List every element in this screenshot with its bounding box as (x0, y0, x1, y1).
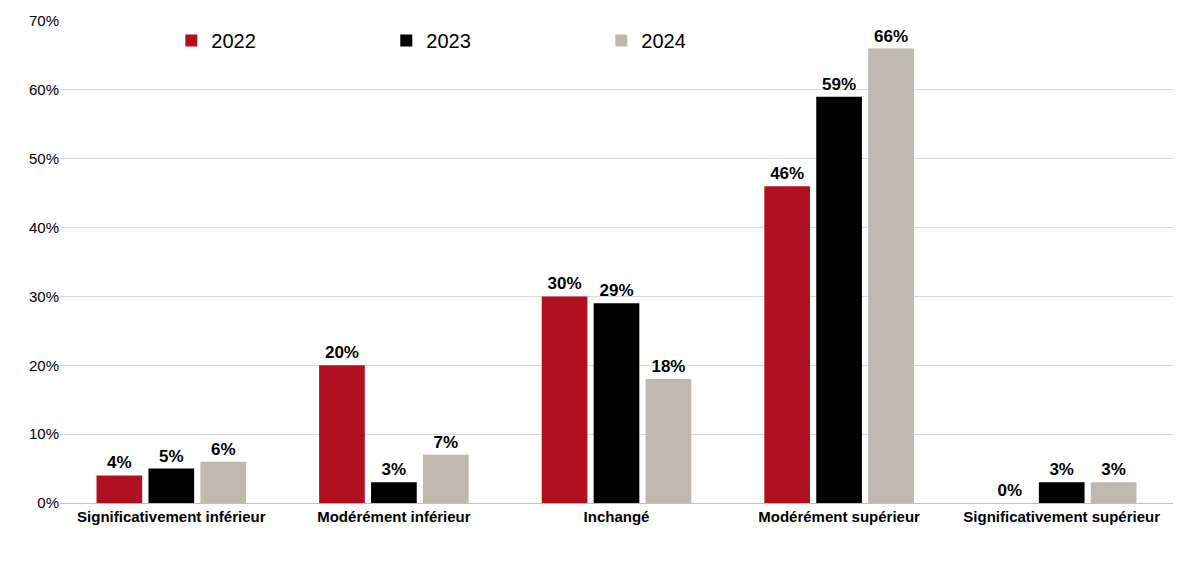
svg-text:20%: 20% (29, 357, 59, 374)
svg-text:2023: 2023 (426, 30, 471, 52)
svg-text:29%: 29% (599, 281, 633, 300)
svg-text:Modérément supérieur: Modérément supérieur (758, 508, 920, 525)
svg-text:20%: 20% (325, 343, 359, 362)
svg-text:0%: 0% (997, 481, 1022, 500)
svg-text:30%: 30% (29, 288, 59, 305)
svg-text:3%: 3% (1049, 460, 1074, 479)
svg-text:60%: 60% (29, 81, 59, 98)
svg-text:Significativement supérieur: Significativement supérieur (963, 508, 1160, 525)
svg-text:10%: 10% (29, 425, 59, 442)
svg-text:6%: 6% (211, 440, 236, 459)
svg-text:30%: 30% (548, 274, 582, 293)
svg-text:Significativement inférieur: Significativement inférieur (77, 508, 266, 525)
svg-text:40%: 40% (29, 219, 59, 236)
svg-text:2024: 2024 (641, 30, 686, 52)
svg-text:46%: 46% (770, 164, 804, 183)
svg-text:59%: 59% (822, 75, 856, 94)
svg-text:3%: 3% (1101, 460, 1126, 479)
svg-text:66%: 66% (874, 27, 908, 46)
svg-text:4%: 4% (107, 453, 132, 472)
svg-text:18%: 18% (651, 357, 685, 376)
svg-text:50%: 50% (29, 150, 59, 167)
svg-text:7%: 7% (434, 433, 459, 452)
svg-text:2022: 2022 (211, 30, 256, 52)
svg-text:Inchangé: Inchangé (584, 508, 650, 525)
svg-text:3%: 3% (382, 460, 407, 479)
svg-text:0%: 0% (37, 494, 59, 511)
svg-text:70%: 70% (29, 12, 59, 29)
svg-text:Modérément inférieur: Modérément inférieur (317, 508, 471, 525)
svg-text:5%: 5% (159, 447, 184, 466)
